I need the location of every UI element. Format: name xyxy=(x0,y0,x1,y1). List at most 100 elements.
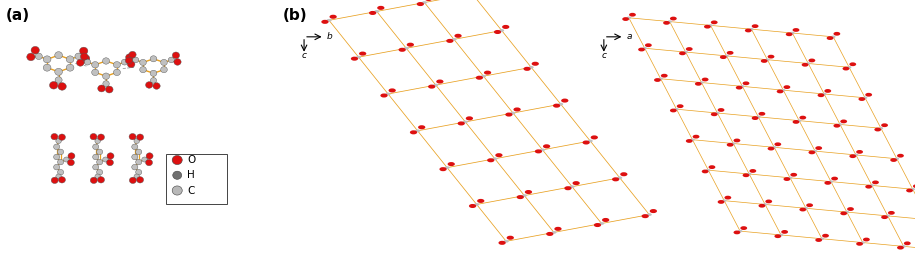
Circle shape xyxy=(385,93,391,96)
Circle shape xyxy=(145,160,153,166)
Circle shape xyxy=(136,177,144,183)
Circle shape xyxy=(759,112,765,116)
Circle shape xyxy=(866,185,872,188)
Circle shape xyxy=(779,234,783,236)
Circle shape xyxy=(765,58,770,61)
Circle shape xyxy=(711,112,717,116)
Circle shape xyxy=(869,184,874,187)
Circle shape xyxy=(56,138,61,144)
Circle shape xyxy=(763,203,768,206)
Circle shape xyxy=(55,52,62,59)
Text: c: c xyxy=(302,51,307,60)
Text: (a): (a) xyxy=(5,8,29,23)
Circle shape xyxy=(565,186,572,190)
Circle shape xyxy=(58,169,64,175)
Circle shape xyxy=(54,164,59,170)
Circle shape xyxy=(863,97,867,99)
Circle shape xyxy=(897,154,904,157)
Circle shape xyxy=(552,231,556,234)
Circle shape xyxy=(569,185,575,188)
Circle shape xyxy=(132,144,138,150)
Circle shape xyxy=(910,188,915,190)
Circle shape xyxy=(881,123,888,127)
Circle shape xyxy=(670,17,677,21)
Circle shape xyxy=(389,88,396,92)
Circle shape xyxy=(693,135,699,138)
Circle shape xyxy=(847,66,852,69)
Circle shape xyxy=(774,142,781,146)
Circle shape xyxy=(734,138,740,142)
Circle shape xyxy=(647,213,651,216)
Circle shape xyxy=(129,134,136,140)
Circle shape xyxy=(694,82,702,86)
Circle shape xyxy=(638,47,645,51)
Circle shape xyxy=(736,86,743,90)
Circle shape xyxy=(856,242,863,246)
Circle shape xyxy=(740,226,748,230)
Circle shape xyxy=(369,11,376,15)
Circle shape xyxy=(752,24,759,28)
Circle shape xyxy=(717,108,725,112)
Circle shape xyxy=(540,148,545,151)
Circle shape xyxy=(75,53,82,59)
Circle shape xyxy=(667,20,672,23)
Circle shape xyxy=(806,62,811,65)
Circle shape xyxy=(525,190,533,194)
Circle shape xyxy=(145,82,153,88)
Circle shape xyxy=(756,116,760,118)
Circle shape xyxy=(679,51,686,55)
Circle shape xyxy=(786,32,792,36)
Circle shape xyxy=(727,143,734,147)
Circle shape xyxy=(654,78,661,82)
Circle shape xyxy=(51,134,58,140)
Circle shape xyxy=(645,43,651,47)
Circle shape xyxy=(612,177,619,181)
Circle shape xyxy=(102,58,110,64)
Circle shape xyxy=(469,204,476,208)
Circle shape xyxy=(599,222,604,225)
Circle shape xyxy=(725,196,731,199)
Circle shape xyxy=(822,93,826,95)
Circle shape xyxy=(428,85,436,89)
Circle shape xyxy=(806,203,813,207)
Circle shape xyxy=(150,70,156,76)
Circle shape xyxy=(847,207,854,211)
Circle shape xyxy=(546,232,554,236)
Circle shape xyxy=(517,195,524,199)
Circle shape xyxy=(92,144,99,150)
Circle shape xyxy=(845,211,849,213)
Circle shape xyxy=(686,139,693,143)
Circle shape xyxy=(54,144,59,150)
Circle shape xyxy=(458,121,465,125)
Circle shape xyxy=(161,67,167,73)
Circle shape xyxy=(92,69,99,76)
Circle shape xyxy=(56,174,61,179)
Circle shape xyxy=(447,39,454,43)
Circle shape xyxy=(406,43,414,47)
Circle shape xyxy=(904,241,910,245)
Circle shape xyxy=(54,154,59,160)
Circle shape xyxy=(702,170,708,173)
Circle shape xyxy=(113,69,121,76)
Circle shape xyxy=(818,93,824,97)
Circle shape xyxy=(790,32,794,34)
Circle shape xyxy=(734,231,740,234)
Circle shape xyxy=(97,149,102,155)
Circle shape xyxy=(618,176,622,179)
Circle shape xyxy=(831,177,838,180)
Circle shape xyxy=(856,150,863,154)
Circle shape xyxy=(737,230,742,232)
Circle shape xyxy=(781,89,786,91)
Circle shape xyxy=(809,150,815,154)
Circle shape xyxy=(134,138,139,144)
Circle shape xyxy=(820,237,824,240)
Circle shape xyxy=(136,134,144,140)
Circle shape xyxy=(434,84,438,87)
Circle shape xyxy=(502,25,510,29)
Circle shape xyxy=(487,158,494,162)
Circle shape xyxy=(327,19,331,22)
Circle shape xyxy=(641,214,649,218)
Circle shape xyxy=(532,62,539,66)
Circle shape xyxy=(377,6,384,10)
Circle shape xyxy=(792,120,800,124)
